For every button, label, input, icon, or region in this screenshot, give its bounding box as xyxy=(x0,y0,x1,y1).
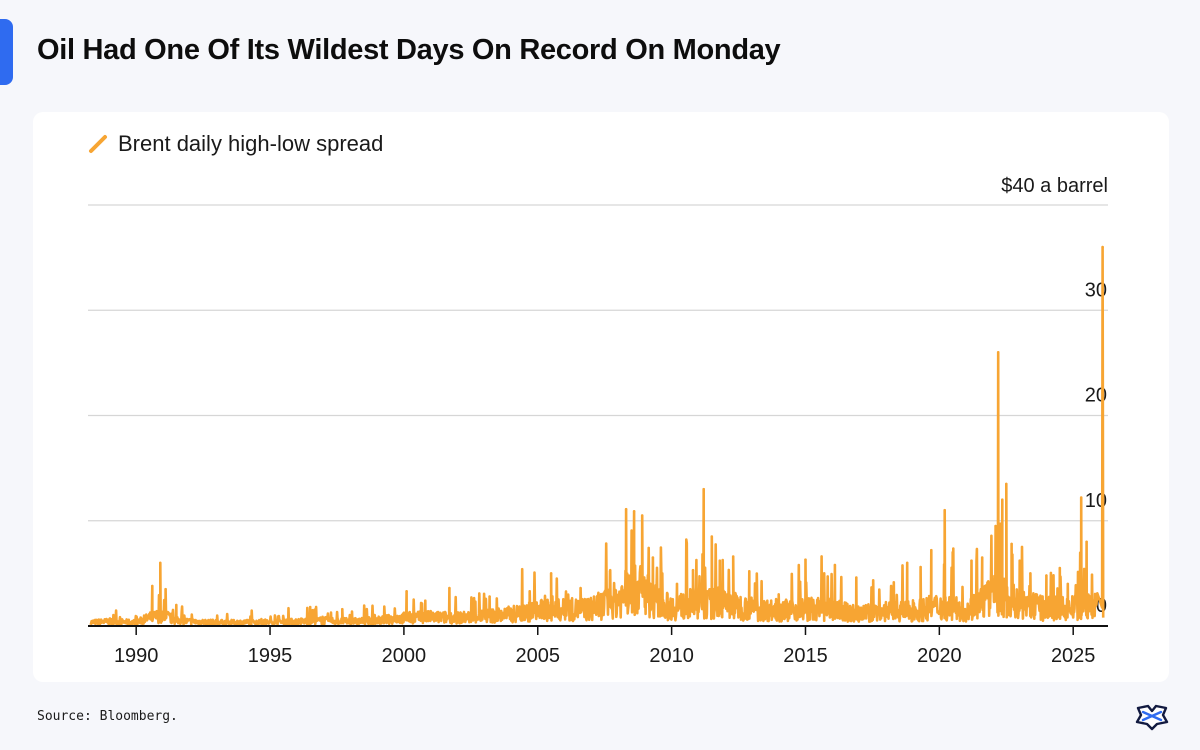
legend-line-icon xyxy=(89,135,107,153)
spike-point xyxy=(930,549,933,552)
spike-point xyxy=(777,593,780,596)
spike-point xyxy=(405,590,408,593)
spike-point xyxy=(833,563,837,567)
spike-point xyxy=(798,580,802,583)
spike-point xyxy=(871,591,874,594)
spike-point xyxy=(151,584,154,588)
page-title: Oil Had One Of Its Wildest Days On Recor… xyxy=(37,34,781,66)
spike-point xyxy=(804,558,807,561)
x-tick-label: 2015 xyxy=(783,645,828,667)
x-tick-label: 2005 xyxy=(516,645,561,667)
x-tick-label: 2025 xyxy=(1051,645,1096,667)
spike-point xyxy=(424,599,427,602)
spike-point xyxy=(994,524,997,528)
x-tick-label: 1995 xyxy=(248,645,293,667)
spike-point xyxy=(702,487,705,491)
spike-point xyxy=(164,587,167,591)
spike-point xyxy=(608,570,612,573)
spike-point xyxy=(731,555,735,558)
spike-point xyxy=(823,572,826,575)
spike-point xyxy=(943,509,946,512)
spike-point xyxy=(488,595,491,598)
x-tick-label: 2010 xyxy=(649,645,694,667)
spike-point xyxy=(549,572,553,575)
spike-point xyxy=(528,590,531,593)
spike-point xyxy=(624,507,628,511)
spike-point xyxy=(919,565,922,569)
chart-card xyxy=(33,112,1169,682)
spike-point xyxy=(1010,542,1013,546)
spike-point xyxy=(592,595,596,598)
spike-point xyxy=(309,605,312,609)
spike-point xyxy=(1045,574,1048,577)
spike-point xyxy=(1001,498,1004,501)
spike-point xyxy=(951,551,954,554)
spike-point xyxy=(632,510,636,513)
spike-point xyxy=(640,514,644,517)
spike-point xyxy=(691,569,695,572)
series-line-brent-spread xyxy=(89,245,1105,627)
spike-point xyxy=(1058,566,1062,570)
spike-point xyxy=(1029,572,1032,575)
x-tick-label: 2000 xyxy=(382,645,427,667)
spike-point xyxy=(748,570,751,573)
x-tick-label: 2020 xyxy=(917,645,962,667)
spike-point xyxy=(1080,496,1083,499)
spike-point xyxy=(970,559,973,562)
spike-point xyxy=(159,561,162,565)
title-accent-tab xyxy=(0,19,13,85)
spike-point xyxy=(675,582,679,586)
spike-point xyxy=(855,576,858,579)
spike-point xyxy=(980,556,984,559)
spike-point xyxy=(997,351,1000,354)
source-note: Source: Bloomberg. xyxy=(37,709,178,724)
brand-logo-icon xyxy=(1135,704,1169,731)
spike-point xyxy=(1101,245,1104,249)
spike-point xyxy=(1066,582,1070,586)
x-tick-label: 1990 xyxy=(114,645,159,667)
spike-point xyxy=(341,607,344,611)
y-axis-unit-label: $40 a barrel xyxy=(1001,175,1108,197)
spike-point xyxy=(1018,559,1021,562)
spike-point xyxy=(710,535,713,538)
spike-point xyxy=(718,559,722,562)
legend-label: Brent daily high-low spread xyxy=(118,131,384,156)
spike-point xyxy=(1085,540,1088,543)
spike-point xyxy=(906,561,909,565)
spike-point xyxy=(579,586,582,590)
spike-point xyxy=(175,603,178,607)
spike-point xyxy=(889,584,893,588)
spike-point xyxy=(448,586,451,590)
spike-point xyxy=(651,556,655,559)
spike-point xyxy=(1005,482,1008,486)
chart-legend: Brent daily high-low spread xyxy=(88,128,383,160)
